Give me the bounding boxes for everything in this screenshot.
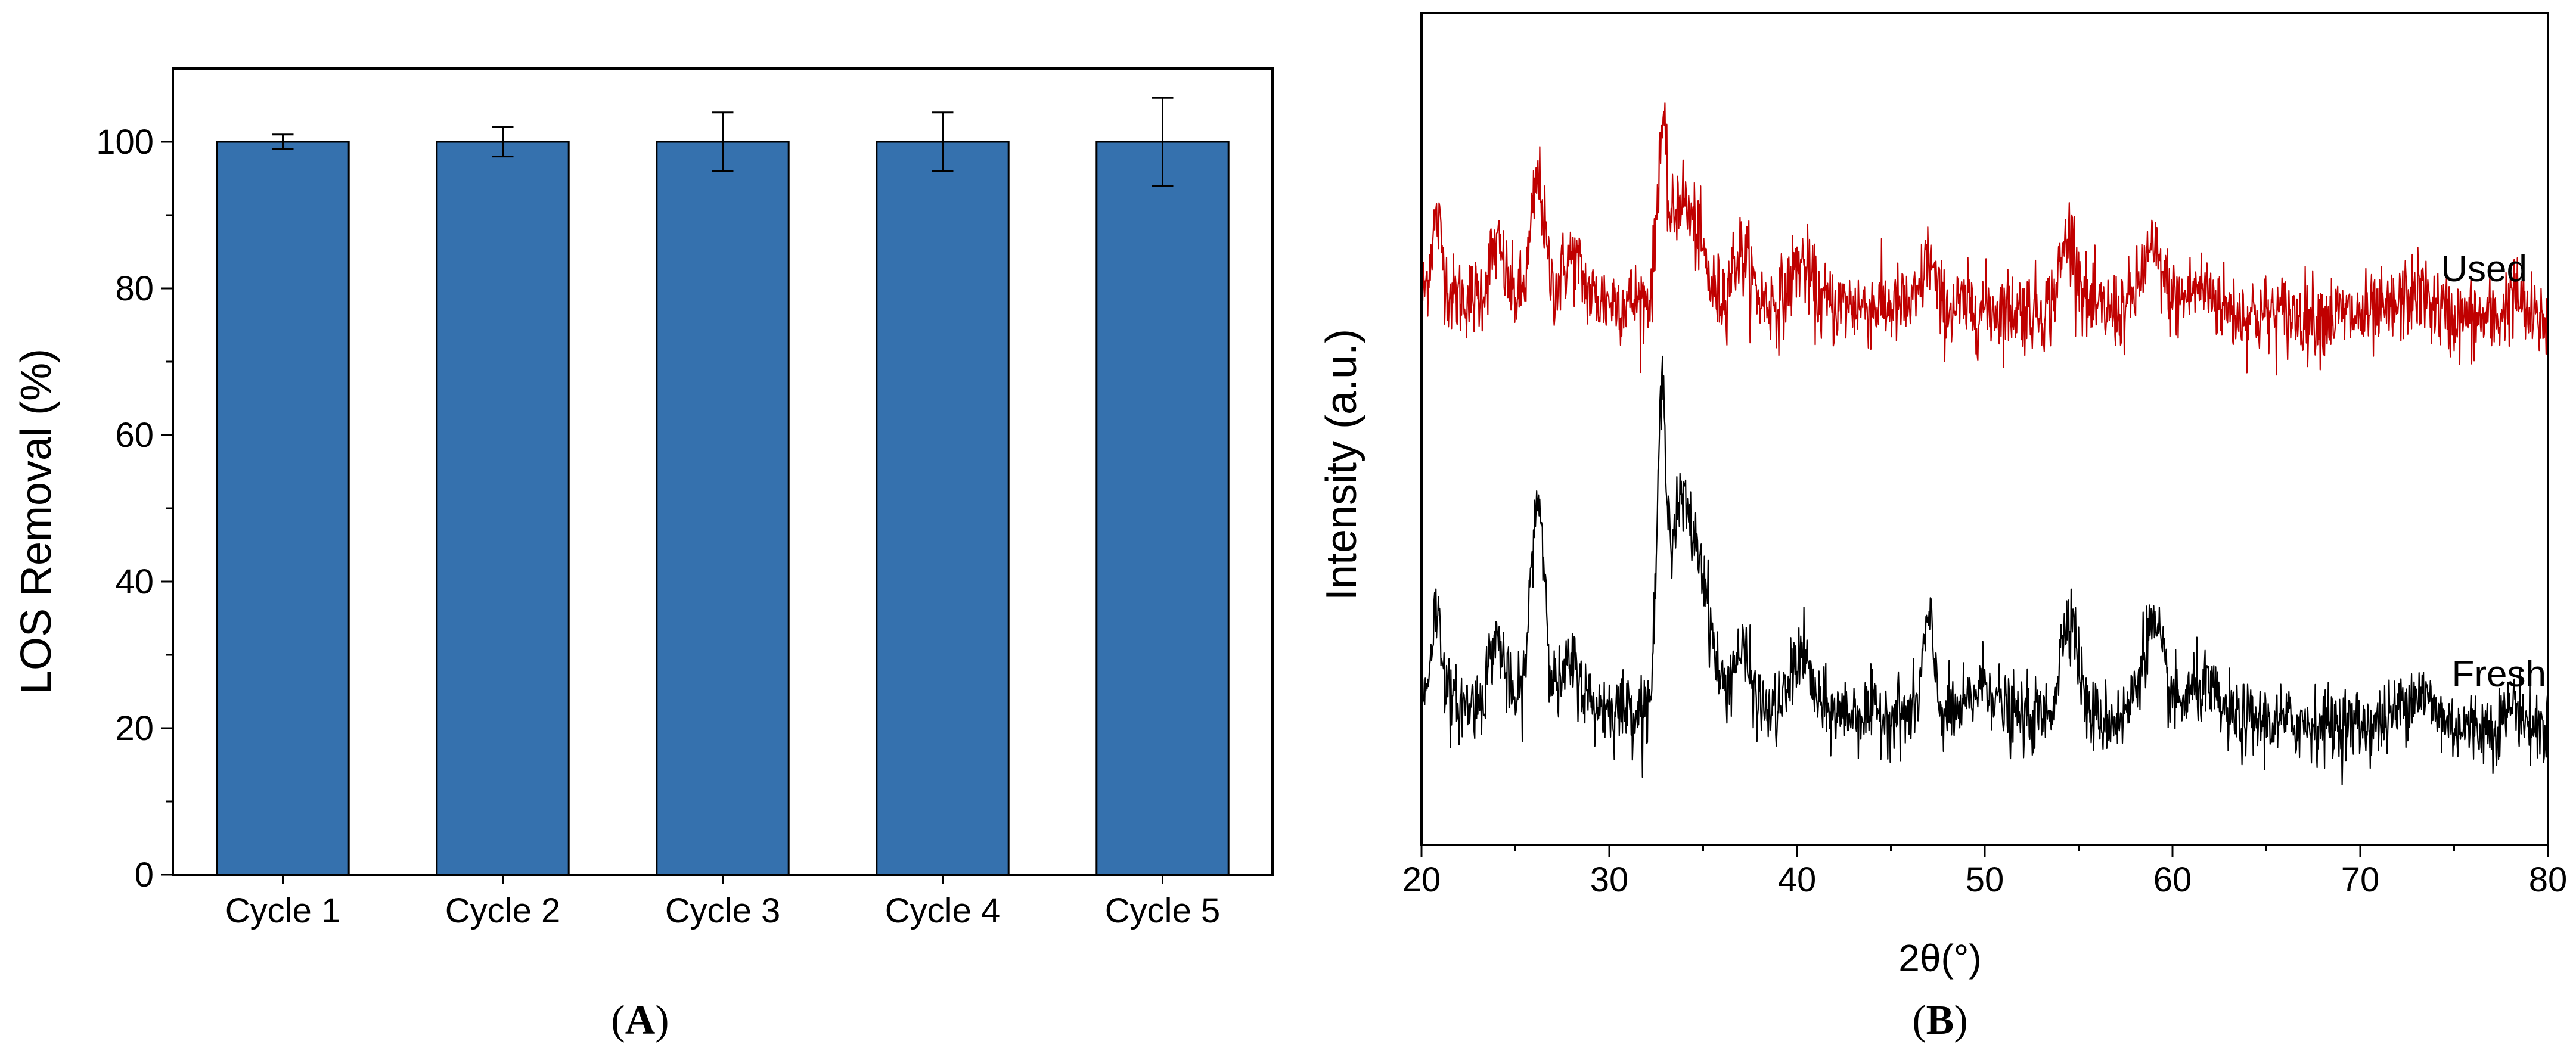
error-bar-series [272,97,1174,187]
x-tick-label: 60 [2153,860,2192,899]
error-bar-4 [932,111,954,172]
y-tick-label: 60 [115,416,154,455]
x-tick-label: Cycle 1 [225,891,340,930]
x-tick-label: 20 [1402,860,1441,899]
x-tick-label: 70 [2341,860,2380,899]
x-tick-label: Cycle 4 [885,891,1000,930]
x-tick-label: Cycle 5 [1105,891,1220,930]
y-axis-ticks: 0 20 40 60 80 100 [96,123,173,894]
series-label-used: Used [2441,248,2527,290]
x-tick-label: 40 [1778,860,1817,899]
panel-label-close: ) [1954,997,1967,1043]
bar-4 [876,141,1010,876]
error-bar-5 [1152,97,1174,187]
error-bar-3 [712,111,734,172]
xrd-line-fresh [1420,355,2549,785]
x-tick-label: Cycle 2 [445,891,560,930]
error-bar-1 [272,133,294,150]
x-axis-title: 2θ(°) [1898,937,1981,980]
xrd-series-group [1420,102,2549,785]
y-tick-label: 100 [96,123,154,161]
y-tick-label: 0 [135,856,154,894]
y-axis-title: LOS Removal (%) [13,349,60,694]
x-tick-label: 80 [2529,860,2568,899]
y-tick-label: 40 [115,562,154,601]
panel-label-close: ) [655,997,669,1043]
xrd-line-used [1420,102,2549,376]
bar-2 [436,141,570,876]
error-bar-2 [492,126,514,158]
panel-a-label: (A) [611,997,669,1043]
panel-b-xrd-chart: 20 30 40 50 60 70 80 Used Fresh 2θ(°) Intensit… [1318,12,2568,1043]
bar-series [216,141,1230,876]
x-axis-ticks: 20 30 40 50 60 70 80 [1402,845,2568,899]
panel-label-open: ( [611,997,625,1043]
panel-label-letter: B [1926,997,1954,1043]
bar-3 [656,141,790,876]
panel-b-label: (B) [1912,997,1967,1043]
series-label-fresh: Fresh [2452,654,2546,695]
panel-label-letter: A [625,997,656,1043]
bar-1 [216,141,350,876]
x-tick-label: 50 [1966,860,2004,899]
y-axis-title: Intensity (a.u.) [1318,329,1365,601]
bar-5 [1095,141,1230,876]
x-tick-label: 30 [1590,860,1629,899]
x-tick-label: Cycle 3 [665,891,780,930]
y-tick-label: 80 [115,269,154,308]
x-axis-ticks: Cycle 1 Cycle 2 Cycle 3 Cycle 4 Cycle 5 [225,875,1220,930]
panel-label-open: ( [1912,997,1926,1043]
y-tick-label: 20 [115,709,154,748]
